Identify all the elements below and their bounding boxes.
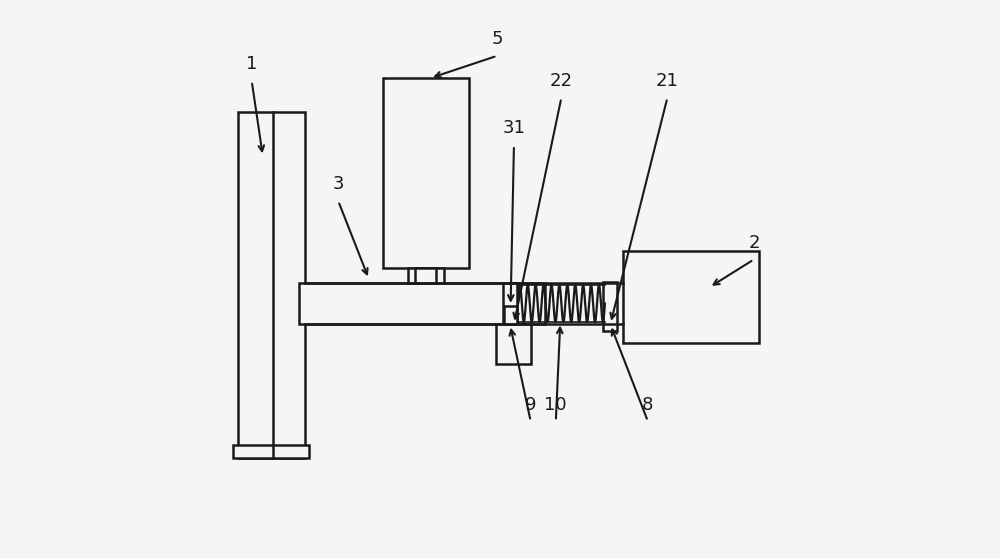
Text: 10: 10 [544,396,567,413]
Text: 8: 8 [642,396,654,413]
Bar [496,324,531,364]
Text: 1: 1 [246,55,257,73]
Bar [603,282,617,331]
Bar [623,251,759,343]
Bar [415,268,436,283]
Bar [238,112,305,458]
Bar [299,283,545,324]
Bar [383,78,469,268]
Text: 5: 5 [491,30,503,48]
Bar [233,445,309,458]
Text: 31: 31 [503,119,525,137]
Text: 22: 22 [550,72,573,90]
Text: 21: 21 [656,72,679,90]
Bar [408,268,444,283]
Text: 2: 2 [748,234,760,252]
Text: 3: 3 [332,175,344,193]
Text: 9: 9 [525,396,536,413]
Bar [503,283,517,324]
Bar [504,306,517,324]
